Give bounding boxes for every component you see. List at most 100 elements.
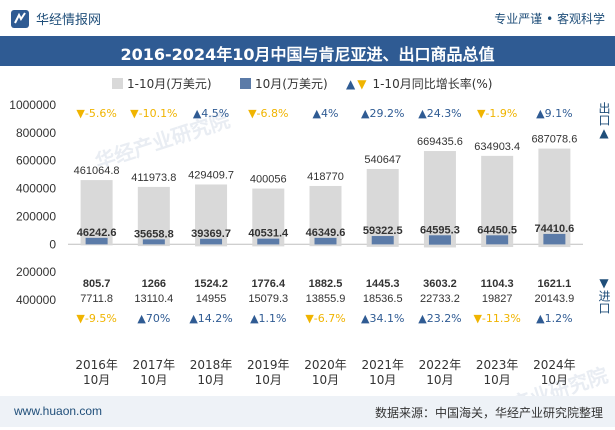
data-label-import-cumulative: 18536.5: [363, 293, 403, 305]
bar-export-month: [372, 236, 394, 244]
data-label-import-cumulative: 19827: [482, 293, 513, 305]
triangle-up-icon: ▲: [597, 126, 611, 140]
y-tick-label: 200000: [16, 209, 56, 223]
data-label-import-cumulative: 7711.8: [80, 293, 113, 305]
data-label-import-cumulative: 20143.9: [535, 293, 575, 305]
data-label-import-cumulative: 13855.9: [306, 293, 346, 305]
x-tick-label: 10月: [541, 373, 568, 387]
data-label-export-cumulative: 687078.6: [531, 134, 577, 146]
data-label-export-cumulative: 400056: [250, 174, 287, 186]
y-tick-label: 0: [49, 237, 56, 251]
x-tick-label: 2020年: [304, 358, 347, 372]
data-label-export-month: 46349.6: [306, 227, 346, 239]
data-label-import-month: 1882.5: [309, 278, 343, 290]
data-label-import-cumulative: 13110.4: [134, 293, 173, 305]
data-label-export-month: 39369.7: [191, 228, 231, 240]
x-tick-label: 10月: [197, 373, 224, 387]
x-tick-label: 2019年: [247, 358, 290, 372]
bar-import-cumulative: [81, 244, 113, 245]
data-label-export-cumulative: 461064.8: [74, 165, 120, 177]
data-label-export-cumulative: 429409.7: [188, 169, 234, 181]
data-label-export-cumulative: 634903.4: [474, 141, 520, 153]
import-label: 进口: [597, 290, 611, 314]
data-label-export-cumulative: 669435.6: [417, 136, 463, 148]
x-tick-label: 2018年: [190, 358, 233, 372]
yoy-label-import: ▲23.2%: [418, 312, 461, 325]
x-tick-label: 10月: [369, 373, 396, 387]
x-tick-label: 10月: [255, 373, 282, 387]
x-tick-label: 10月: [484, 373, 511, 387]
yoy-label-import: ▼-9.5%: [76, 312, 116, 325]
yoy-label-import: ▲14.2%: [189, 312, 232, 325]
triangle-down-icon: ▼: [597, 276, 611, 290]
y-tick-label: 400000: [16, 293, 56, 307]
data-label-import-month: 1104.3: [481, 278, 514, 290]
data-label-export-cumulative: 411973.8: [131, 172, 176, 184]
data-label-export-month: 64595.3: [420, 224, 460, 236]
chart-plot-area: 400000 200000 0 200000 400000 600000 800000 100…: [0, 0, 615, 396]
yoy-label-import: ▲34.1%: [361, 312, 404, 325]
footer: www.huaon.com 数据来源：中国海关，华经产业研究院整理: [0, 396, 615, 427]
yoy-label-import: ▲70%: [137, 312, 170, 325]
x-tick-label: 10月: [83, 373, 110, 387]
export-side-label: 出口 ▲: [597, 102, 611, 140]
data-label-import-month: 1266: [142, 278, 166, 290]
data-label-export-month: 46242.6: [77, 227, 117, 239]
y-tick-label: 200000: [16, 265, 56, 279]
data-label-import-month: 1524.2: [194, 278, 228, 290]
data-label-export-month: 64450.5: [477, 224, 517, 236]
data-label-export-month: 35658.8: [134, 228, 174, 240]
yoy-label-import: ▼-6.7%: [305, 312, 345, 325]
x-tick-label: 2021年: [361, 358, 404, 372]
x-tick-label: 10月: [426, 373, 453, 387]
x-tick-label: 2024年: [533, 358, 576, 372]
data-label-import-month: 1776.4: [251, 278, 286, 290]
x-tick-label: 2022年: [419, 358, 462, 372]
yoy-label-export: ▲4%: [313, 107, 339, 120]
y-tick-label: 1000000: [9, 98, 56, 112]
bar-import-month: [429, 244, 451, 245]
data-label-export-month: 59322.5: [363, 225, 403, 237]
yoy-label-import: ▼-11.3%: [473, 312, 520, 325]
bar-import-cumulative: [310, 244, 342, 246]
data-label-import-cumulative: 14955: [196, 293, 227, 305]
bar-export-month: [486, 235, 508, 244]
yoy-label-export: ▲9.1%: [536, 107, 572, 120]
x-tick-label: 2023年: [476, 358, 519, 372]
data-label-export-month: 40531.4: [248, 228, 289, 240]
bar-import-cumulative: [538, 244, 570, 247]
data-source: 数据来源：中国海关，华经产业研究院整理: [375, 404, 603, 421]
website-url: www.huaon.com: [14, 404, 102, 418]
yoy-label-import: ▲1.2%: [536, 312, 572, 325]
x-tick-label: 2017年: [133, 358, 176, 372]
data-label-export-month: 74410.6: [535, 223, 575, 235]
data-label-export-cumulative: 540647: [364, 154, 401, 166]
y-tick-label: 600000: [16, 154, 56, 168]
data-label-import-month: 1621.1: [538, 278, 572, 290]
bar-import-cumulative: [252, 244, 284, 246]
data-label-import-month: 1445.3: [366, 278, 400, 290]
y-tick-label: 400000: [16, 182, 56, 196]
yoy-label-export: ▼-6.8%: [248, 107, 288, 120]
x-tick-label: 10月: [140, 373, 167, 387]
x-tick-label: 10月: [312, 373, 339, 387]
data-label-import-cumulative: 15079.3: [248, 293, 288, 305]
data-label-export-cumulative: 418770: [307, 171, 344, 183]
import-side-label: ▼ 进口: [597, 276, 611, 314]
bar-export-month: [543, 234, 565, 244]
x-tick-label: 2016年: [75, 358, 118, 372]
data-label-import-month: 805.7: [83, 278, 111, 290]
bar-export-month: [429, 235, 451, 244]
yoy-label-export: ▼-10.1%: [130, 107, 177, 120]
data-label-import-month: 3603.2: [423, 278, 457, 290]
bar-import-cumulative: [481, 244, 513, 247]
bar-import-cumulative: [138, 244, 170, 246]
yoy-label-export: ▼-1.9%: [477, 107, 517, 120]
bar-import-cumulative: [367, 244, 399, 247]
y-tick-label: 800000: [16, 126, 56, 140]
data-label-import-cumulative: 22733.2: [420, 293, 460, 305]
yoy-label-export: ▼-5.6%: [76, 107, 116, 120]
bar-import-cumulative: [195, 244, 227, 246]
export-label: 出口: [597, 102, 611, 126]
yoy-label-export: ▲24.3%: [418, 107, 461, 120]
